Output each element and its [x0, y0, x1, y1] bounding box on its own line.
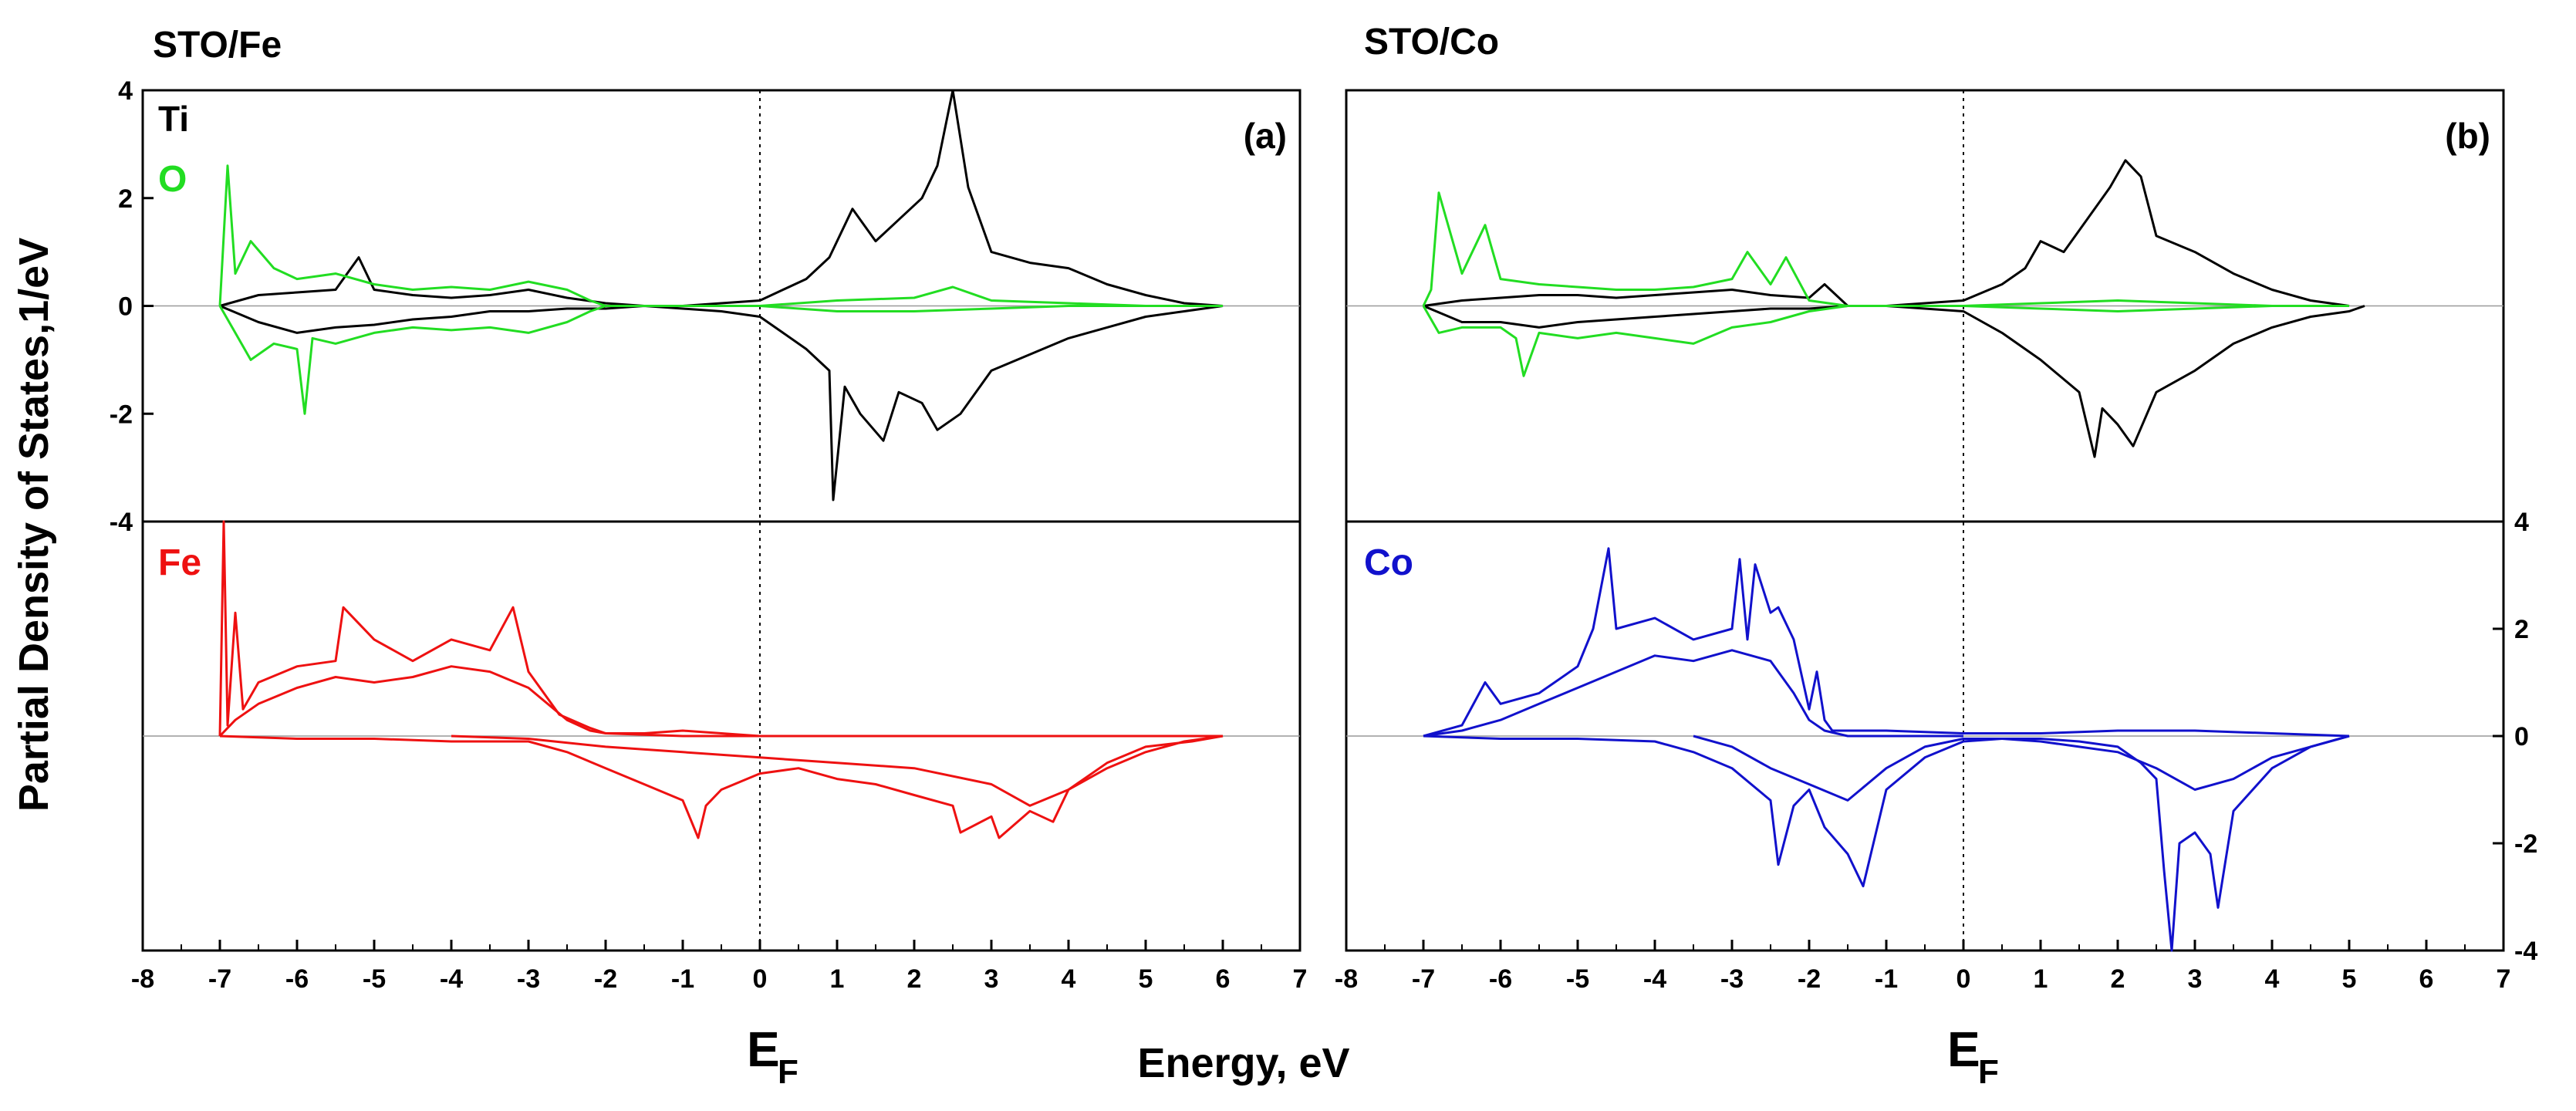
x-tick-label: 4 — [2265, 964, 2280, 994]
fermi-label-a: E F — [747, 1022, 798, 1091]
panel-a-bottom-plot — [143, 520, 1300, 839]
x-tick-label: 0 — [1956, 964, 1971, 994]
x-tick-label: 6 — [2419, 964, 2434, 994]
x-tick-label: -6 — [1489, 964, 1512, 994]
y-tick-label: 2 — [2514, 615, 2529, 644]
panel-a-title: STO/Fe — [153, 25, 282, 66]
fermi-label-b: E F — [1947, 1022, 1999, 1091]
x-tick-label: 3 — [984, 964, 999, 994]
series-co-spin-up — [1423, 547, 2350, 738]
x-tick-label: -1 — [1875, 964, 1898, 994]
x-tick-label: -2 — [1798, 964, 1821, 994]
x-tick-label: -8 — [1335, 964, 1358, 994]
x-tick-label: -5 — [363, 964, 386, 994]
y-tick-label: -2 — [110, 400, 133, 429]
series-fe-spin-down — [219, 734, 1224, 839]
x-tick-label: 2 — [2111, 964, 2125, 994]
series-ti-spin-up — [219, 89, 1224, 307]
series-ti-spin-up — [1423, 159, 2350, 307]
x-tick-label: -6 — [285, 964, 309, 994]
panel-a-top-plot — [143, 89, 1300, 501]
svg-text:E: E — [1947, 1022, 1980, 1077]
x-tick-label: 7 — [1293, 964, 1308, 994]
x-tick-label: 6 — [1216, 964, 1231, 994]
series-co-spin-down-2 — [1693, 734, 2350, 802]
x-tick-label: -3 — [1720, 964, 1744, 994]
panel-b-bottom-plot — [1346, 547, 2503, 952]
x-tick-label: -4 — [1643, 964, 1666, 994]
x-tick-label: -3 — [517, 964, 540, 994]
series-o-spin-down — [218, 305, 1223, 415]
x-axis-label: Energy, eV — [1137, 1040, 1349, 1086]
panel-b-title: STO/Co — [1364, 22, 1499, 62]
x-tick-label: -7 — [208, 964, 231, 994]
x-tick-label: 2 — [907, 964, 922, 994]
legend-co: Co — [1364, 542, 1413, 583]
y-tick-label: -4 — [110, 508, 133, 537]
x-tick-label: 7 — [2497, 964, 2511, 994]
series-fe-spin-down-2 — [451, 734, 1224, 807]
panel-b: -8 -7 -6 -5 -4 -3 -2 -1 0 1 2 3 4 5 6 7 -4 -2 0 2 4 (b) Co — [1335, 89, 2537, 994]
y-tick-label: -4 — [2514, 937, 2537, 966]
x-tick-label: 5 — [2342, 964, 2357, 994]
legend-fe: Fe — [158, 542, 201, 583]
x-tick-label: 4 — [1062, 964, 1076, 994]
series-ti-spin-down — [1423, 305, 2365, 458]
panel-a-label: (a) — [1244, 116, 1287, 156]
series-co-spin-up-2 — [1423, 649, 1963, 738]
legend-ti: Ti — [158, 99, 189, 139]
x-tick-label: -7 — [1412, 964, 1435, 994]
panel-b-top-plot — [1346, 159, 2503, 458]
y-tick-label: 2 — [118, 184, 133, 214]
panel-b-y-ticks: -4 -2 0 2 4 — [2493, 508, 2537, 966]
y-axis-label: Partial Density of States,1/eV — [11, 238, 57, 812]
panel-a-x-ticks: -8 -7 -6 -5 -4 -3 -2 -1 0 1 2 3 4 5 6 7 — [131, 940, 1308, 994]
y-tick-label: -2 — [2514, 829, 2537, 859]
series-o-spin-up — [1422, 191, 2349, 307]
x-tick-label: -5 — [1566, 964, 1589, 994]
series-o-spin-down — [1422, 305, 2349, 377]
series-ti-spin-down — [219, 305, 1224, 501]
panel-a-y-ticks: -4 -2 0 2 4 — [110, 76, 154, 537]
series-fe-spin-up — [218, 520, 1223, 738]
x-tick-label: 3 — [2188, 964, 2203, 994]
panel-b-x-ticks: -8 -7 -6 -5 -4 -3 -2 -1 0 1 2 3 4 5 6 7 — [1335, 940, 2511, 994]
svg-text:F: F — [1978, 1053, 1999, 1091]
svg-text:F: F — [778, 1053, 798, 1091]
y-tick-label: 4 — [118, 76, 133, 106]
series-o-spin-up — [218, 164, 1223, 307]
x-tick-label: -1 — [671, 964, 694, 994]
series-fe-spin-up-2 — [218, 665, 760, 738]
x-tick-label: 1 — [2034, 964, 2048, 994]
x-tick-label: 0 — [753, 964, 768, 994]
legend-o: O — [158, 159, 187, 200]
x-tick-label: 5 — [1139, 964, 1153, 994]
y-tick-label: 0 — [118, 292, 133, 322]
y-tick-label: 0 — [2514, 722, 2529, 751]
panel-b-label: (b) — [2445, 116, 2490, 156]
x-tick-label: -8 — [131, 964, 154, 994]
x-tick-label: -2 — [594, 964, 617, 994]
svg-text:E: E — [747, 1022, 780, 1077]
x-tick-label: -4 — [440, 964, 463, 994]
series-co-spin-down — [1423, 734, 2350, 952]
x-tick-label: 1 — [830, 964, 845, 994]
y-tick-label: 4 — [2514, 508, 2529, 537]
